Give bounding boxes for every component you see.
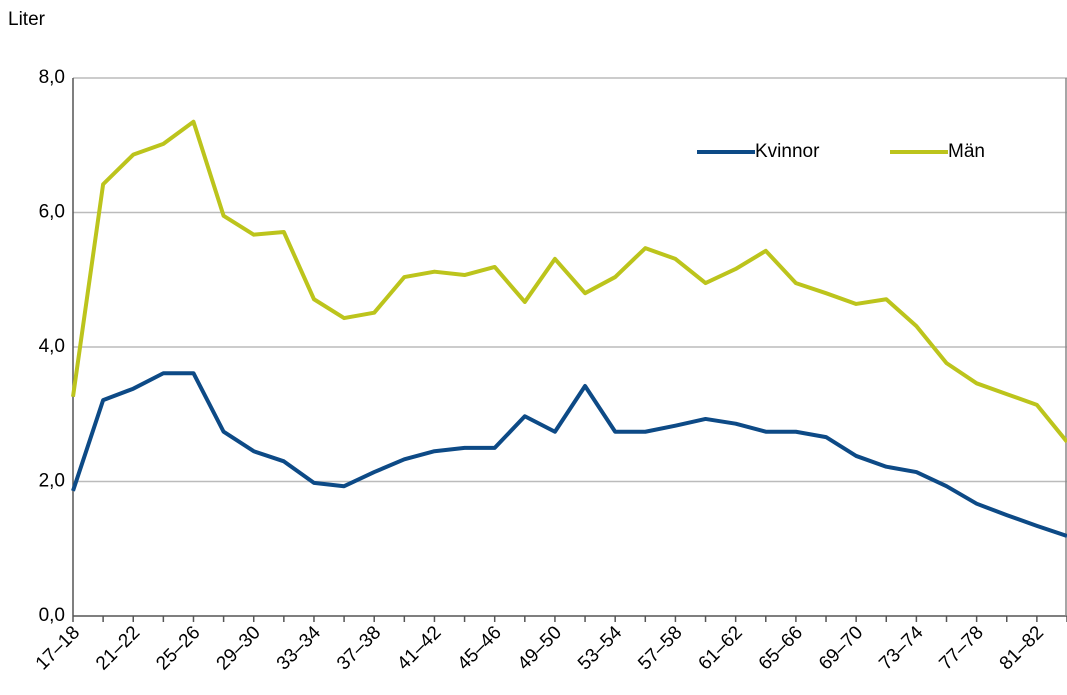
x-tick-label: 45–46 bbox=[454, 622, 506, 674]
y-tick-label: 8,0 bbox=[39, 67, 65, 88]
x-tick-label: 21–22 bbox=[92, 622, 144, 674]
y-tick-label: 4,0 bbox=[39, 336, 65, 357]
legend-label: Män bbox=[948, 141, 985, 162]
x-tick-label: 49–50 bbox=[514, 622, 566, 674]
x-tick-label: 61–62 bbox=[695, 622, 747, 674]
x-tick-label: 33–34 bbox=[273, 622, 326, 675]
x-tick-label: 53–54 bbox=[574, 622, 627, 675]
x-tick-label: 57–58 bbox=[634, 622, 686, 674]
x-tick-label: 17–18 bbox=[32, 622, 84, 674]
data-line bbox=[71, 371, 1067, 538]
x-tick-label: 69–70 bbox=[815, 622, 867, 674]
y-axis-label: Liter bbox=[8, 9, 46, 30]
x-tick-label: 65–66 bbox=[755, 622, 807, 674]
x-tick-label: 29–30 bbox=[213, 622, 265, 674]
y-tick-label: 6,0 bbox=[39, 202, 65, 223]
x-tick-label: 73–74 bbox=[875, 622, 928, 675]
x-tick-label: 77–78 bbox=[936, 622, 988, 674]
x-tick-label: 37–38 bbox=[333, 622, 385, 674]
x-tick-label: 41–42 bbox=[393, 622, 445, 674]
y-tick-label: 0,0 bbox=[39, 605, 65, 626]
data-line bbox=[71, 119, 1067, 444]
y-tick-label: 2,0 bbox=[39, 471, 65, 492]
x-tick-label: 25–26 bbox=[152, 622, 204, 674]
legend-label: Kvinnor bbox=[755, 141, 820, 162]
x-tick-label: 81–82 bbox=[996, 622, 1048, 674]
